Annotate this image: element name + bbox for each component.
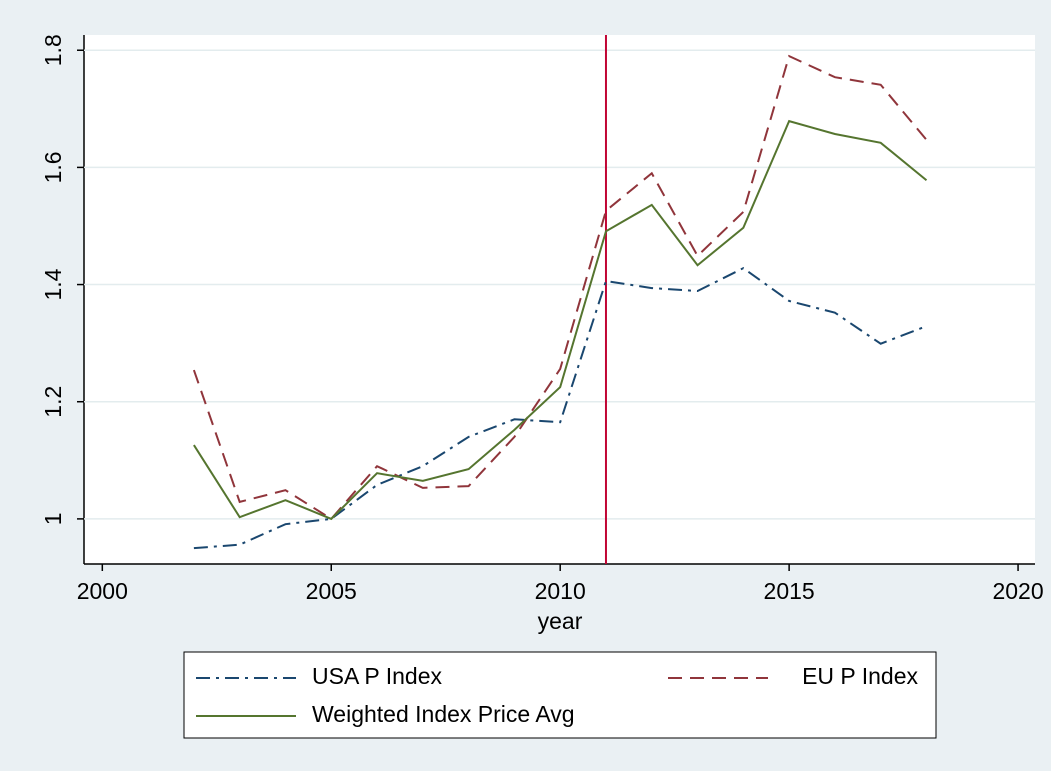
y-tick-label: 1.8 <box>40 34 66 66</box>
x-axis-title: year <box>538 608 583 634</box>
series-line <box>193 266 927 550</box>
x-tick-label: 2005 <box>306 578 357 604</box>
y-tick-label: 1 <box>40 512 66 525</box>
plot-area <box>84 35 1035 564</box>
x-tick-label: 2015 <box>764 578 815 604</box>
legend-label: Weighted Index Price Avg <box>312 701 575 727</box>
y-tick-label: 1.6 <box>40 151 66 183</box>
series-line <box>193 119 928 521</box>
series-line <box>192 54 928 521</box>
legend-box <box>183 651 937 739</box>
y-tick-label: 1.4 <box>40 268 66 300</box>
y-tick-label: 1.2 <box>40 386 66 418</box>
x-tick-label: 2020 <box>992 578 1043 604</box>
legend-label: USA P Index <box>312 663 442 689</box>
legend-label: EU P Index <box>802 663 918 689</box>
x-tick-label: 2010 <box>535 578 586 604</box>
x-tick-label: 2000 <box>77 578 128 604</box>
